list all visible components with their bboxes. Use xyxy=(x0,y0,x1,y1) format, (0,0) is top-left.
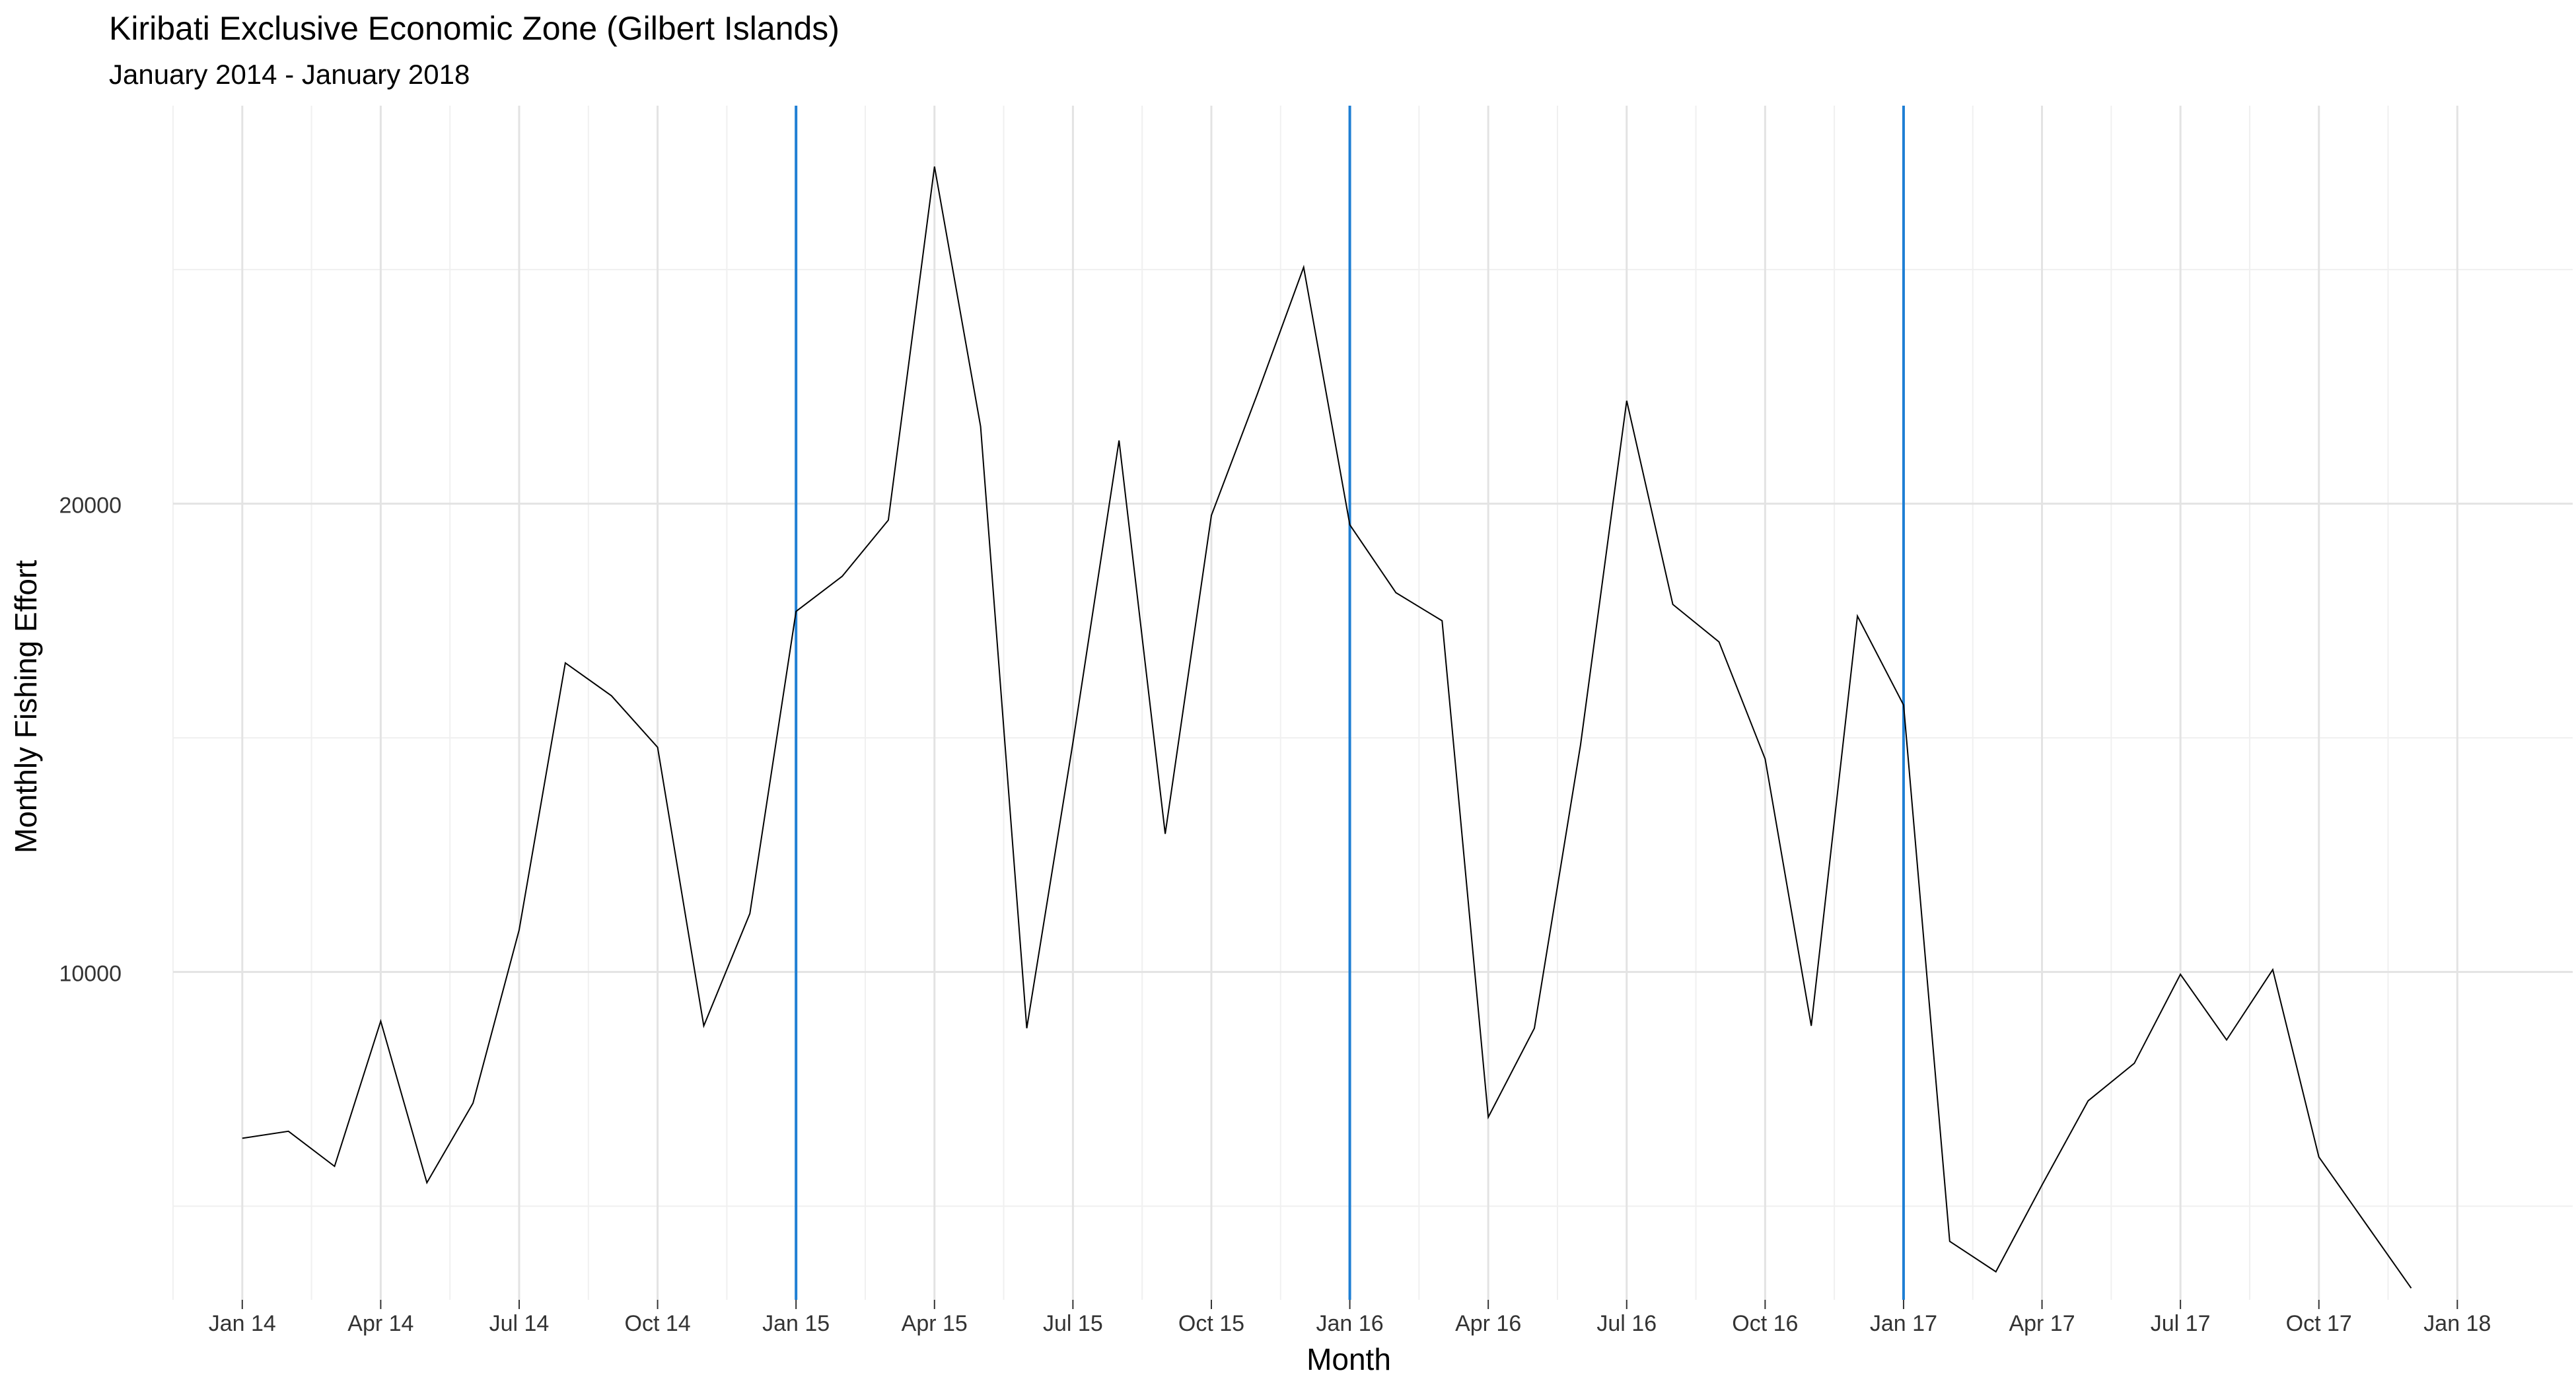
x-tick-label: Oct 17 xyxy=(2286,1311,2352,1336)
x-tick-label: Jan 16 xyxy=(1316,1311,1384,1336)
x-tick-label: Oct 15 xyxy=(1178,1311,1244,1336)
x-tick-label: Jul 16 xyxy=(1596,1311,1657,1336)
chart-subtitle: January 2014 - January 2018 xyxy=(109,59,470,90)
x-tick-label: Apr 17 xyxy=(2009,1311,2075,1336)
major-gridlines xyxy=(173,106,2573,1300)
x-tick-label: Jan 17 xyxy=(1870,1311,1937,1336)
x-axis-label: Month xyxy=(1306,1342,1391,1376)
series-line-monthly-fishing-effort xyxy=(242,166,2412,1289)
x-tick-label: Jan 15 xyxy=(762,1311,830,1336)
x-tick-label: Apr 14 xyxy=(347,1311,413,1336)
x-tick-label: Jan 18 xyxy=(2423,1311,2491,1336)
minor-gridlines xyxy=(172,106,2573,1300)
chart-title: Kiribati Exclusive Economic Zone (Gilber… xyxy=(109,10,840,47)
x-tick-label: Jul 15 xyxy=(1043,1311,1103,1336)
y-axis-label: Monthly Fishing Effort xyxy=(9,560,43,853)
x-tick-label: Jul 14 xyxy=(489,1311,550,1336)
y-tick-label: 10000 xyxy=(59,962,122,987)
x-tick-label: Jul 17 xyxy=(2151,1311,2211,1336)
x-tick-label: Jan 14 xyxy=(209,1311,276,1336)
reference-lines xyxy=(795,106,1905,1300)
x-tick-label: Apr 16 xyxy=(1455,1311,1521,1336)
y-tick-label: 20000 xyxy=(59,493,122,518)
x-tick-label: Oct 16 xyxy=(1732,1311,1798,1336)
x-tick-label: Oct 14 xyxy=(625,1311,691,1336)
x-tick-label: Apr 15 xyxy=(902,1311,968,1336)
y-axis-ticks: 10000 20000 xyxy=(59,493,122,987)
x-axis-ticks: Jan 14 Apr 14 Jul 14 Oct 14 Jan 15 Apr 15 Jul … xyxy=(209,1300,2491,1336)
